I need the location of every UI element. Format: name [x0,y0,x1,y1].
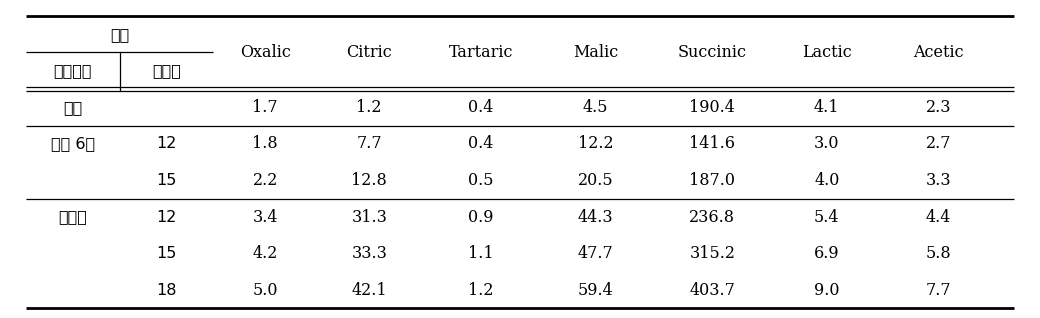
Text: 0.5: 0.5 [468,172,494,189]
Text: 403.7: 403.7 [690,282,735,299]
Text: 4.1: 4.1 [814,99,839,116]
Text: 18: 18 [156,283,177,298]
Text: 44.3: 44.3 [577,209,614,225]
Text: Citric: Citric [346,44,392,61]
Text: 190.4: 190.4 [690,99,735,116]
Text: Succinic: Succinic [678,44,747,61]
Text: 12: 12 [156,210,177,225]
Text: 첨가량: 첨가량 [152,63,181,78]
Text: 2.3: 2.3 [926,99,952,116]
Text: 6.9: 6.9 [814,245,839,262]
Text: 4.0: 4.0 [814,172,839,189]
Text: 47.7: 47.7 [577,245,614,262]
Text: 3.0: 3.0 [814,135,839,152]
Text: 4.5: 4.5 [582,99,608,116]
Text: 12.8: 12.8 [352,172,387,189]
Text: 1.1: 1.1 [468,245,494,262]
Text: 1.2: 1.2 [468,282,494,299]
Text: 1.8: 1.8 [253,135,278,152]
Text: 0.4: 0.4 [468,99,494,116]
Text: 5.8: 5.8 [926,245,952,262]
Text: 2.7: 2.7 [926,135,952,152]
Text: 12: 12 [156,136,177,151]
Text: 0.9: 0.9 [468,209,494,225]
Text: 33.3: 33.3 [352,245,387,262]
Text: Lactic: Lactic [802,44,852,61]
Text: 59.4: 59.4 [577,282,614,299]
Text: 236.8: 236.8 [690,209,735,225]
Text: 141.6: 141.6 [690,135,735,152]
Text: 7.7: 7.7 [357,135,382,152]
Text: 3.3: 3.3 [926,172,952,189]
Text: 구분: 구분 [110,27,129,42]
Text: 처리시기: 처리시기 [53,63,93,78]
Text: 제성시: 제성시 [58,210,87,225]
Text: 9.0: 9.0 [814,282,839,299]
Text: 5.0: 5.0 [253,282,278,299]
Text: 4.4: 4.4 [926,209,952,225]
Text: 315.2: 315.2 [690,245,735,262]
Text: 15: 15 [156,173,177,188]
Text: 31.3: 31.3 [352,209,387,225]
Text: Tartaric: Tartaric [448,44,514,61]
Text: Oxalic: Oxalic [240,44,290,61]
Text: 20.5: 20.5 [577,172,614,189]
Text: 0.4: 0.4 [468,135,494,152]
Text: Malic: Malic [573,44,618,61]
Text: 42.1: 42.1 [352,282,387,299]
Text: 5.4: 5.4 [814,209,839,225]
Text: 2.2: 2.2 [253,172,278,189]
Text: 1.7: 1.7 [253,99,278,116]
Text: 12.2: 12.2 [577,135,614,152]
Text: 대조: 대조 [63,100,82,115]
Text: 1.2: 1.2 [357,99,382,116]
Text: 15: 15 [156,246,177,261]
Text: 발효 6일: 발효 6일 [51,136,95,151]
Text: 3.4: 3.4 [253,209,278,225]
Text: 4.2: 4.2 [253,245,278,262]
Text: Acetic: Acetic [913,44,964,61]
Text: 7.7: 7.7 [926,282,952,299]
Text: 187.0: 187.0 [690,172,735,189]
